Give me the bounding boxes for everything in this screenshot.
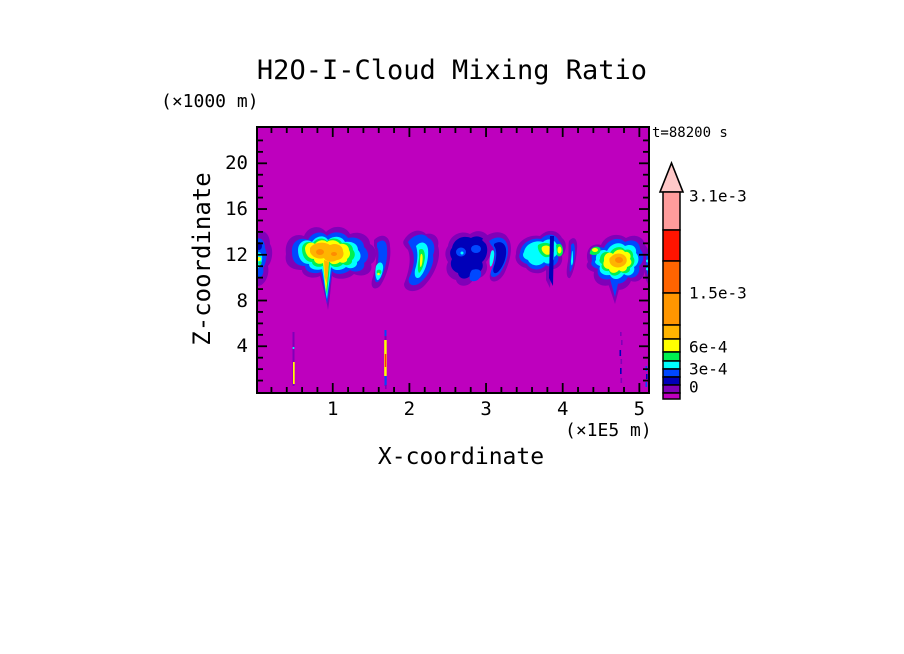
colorbar-segment — [662, 368, 681, 378]
colorbar-segment — [662, 191, 681, 231]
z-tick-label: 12 — [225, 243, 248, 266]
colorbar-segment — [662, 338, 681, 353]
colorbar-segment — [662, 392, 681, 400]
colorbar-tick-label: 3.1e-3 — [689, 187, 747, 206]
x-axis-units-label: (×1E5 m) — [565, 420, 652, 441]
plot-frame — [256, 126, 650, 394]
precip-streak — [384, 330, 387, 389]
colorbar-segment — [662, 229, 681, 262]
x-tick-label: 4 — [556, 398, 569, 420]
cloud-cell — [285, 226, 377, 310]
colorbar-segment — [662, 384, 681, 394]
z-tick-label: 4 — [236, 335, 248, 358]
x-tick-label: 1 — [327, 398, 339, 420]
colorbar-tick-label: 3e-4 — [689, 360, 728, 379]
cloud-cell — [515, 230, 566, 288]
colorbar-segment — [662, 292, 681, 326]
cloud-cell — [445, 231, 492, 286]
colorbar-tick-label: 1.5e-3 — [689, 284, 747, 303]
cloud-cell — [403, 230, 440, 292]
colorbar-segment — [662, 360, 681, 370]
colorbar-tick-label: 0 — [689, 378, 699, 397]
timestamp-label: t=88200 s — [652, 125, 728, 141]
x-axis-label: X-coordinate — [377, 444, 545, 470]
axis-ticks — [258, 128, 648, 392]
page-title: H2O-I-Cloud Mixing Ratio — [256, 55, 648, 86]
cloud-field-heatmap — [258, 128, 648, 392]
colorbar-segment — [662, 376, 681, 386]
colorbar-tick-label: 6e-4 — [689, 338, 728, 357]
x-tick-label: 3 — [480, 398, 492, 420]
z-tick-label: 16 — [225, 198, 248, 221]
colorbar-segment — [662, 351, 681, 362]
colorbar-segment — [662, 324, 681, 340]
precip-streak — [619, 332, 623, 383]
cloud-cell — [371, 235, 391, 289]
colorbar: 3.1e-3 1.5e-3 6e-4 3e-40 — [658, 160, 747, 400]
cloud-cell — [566, 238, 578, 279]
colorbar-arrow — [658, 160, 685, 193]
z-tick-label: 8 — [236, 289, 248, 312]
x-tick-label: 2 — [403, 398, 416, 420]
precip-streak — [292, 332, 295, 386]
z-axis-units-label: (×1000 m) — [161, 91, 259, 112]
colorbar-segment — [662, 260, 681, 294]
cloud-cell — [258, 230, 273, 286]
x-tick-label: 5 — [633, 398, 646, 420]
cloud-cell — [482, 232, 511, 282]
cloud-cell — [586, 234, 648, 304]
z-tick-label: 20 — [225, 152, 248, 175]
